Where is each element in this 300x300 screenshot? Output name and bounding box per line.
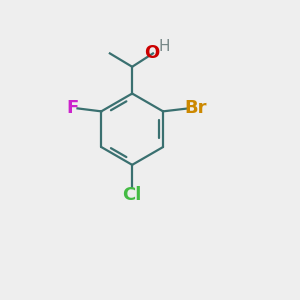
Text: H: H xyxy=(158,39,170,54)
Text: F: F xyxy=(66,99,78,117)
Text: O: O xyxy=(144,44,159,62)
Text: Br: Br xyxy=(184,99,207,117)
Text: Cl: Cl xyxy=(122,186,142,204)
